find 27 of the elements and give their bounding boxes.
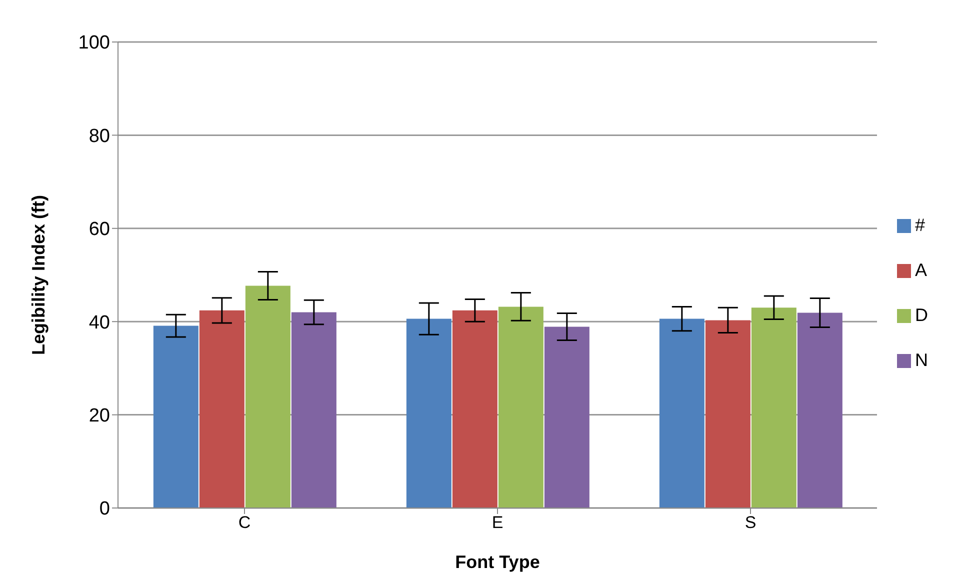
bar (498, 306, 544, 508)
bar (544, 326, 590, 508)
x-tick-label: E (492, 513, 504, 532)
legend-label: A (915, 260, 928, 280)
bar (659, 318, 704, 508)
bar (452, 310, 498, 508)
bar (153, 326, 198, 508)
y-tick-label: 100 (78, 32, 110, 54)
y-tick-label: 40 (88, 312, 110, 334)
legend-label: # (915, 215, 926, 235)
legend-label: N (915, 350, 928, 370)
x-tick-label: C (238, 513, 251, 532)
y-tick-label: 20 (88, 406, 110, 427)
bar (797, 312, 842, 508)
x-tick-label: S (744, 513, 756, 532)
bar (705, 320, 750, 508)
y-tick-label: 80 (88, 126, 110, 147)
legend-label: D (915, 305, 928, 325)
y-axis-title: Legibility Index (ft) (28, 195, 48, 355)
x-axis-title: Font Type (455, 552, 540, 572)
bar (245, 286, 290, 508)
y-tick-label: 60 (88, 219, 110, 240)
bar (406, 318, 452, 508)
bar (199, 310, 244, 508)
bar (751, 308, 796, 508)
y-tick-label: 0 (99, 498, 110, 520)
bar (291, 312, 336, 508)
